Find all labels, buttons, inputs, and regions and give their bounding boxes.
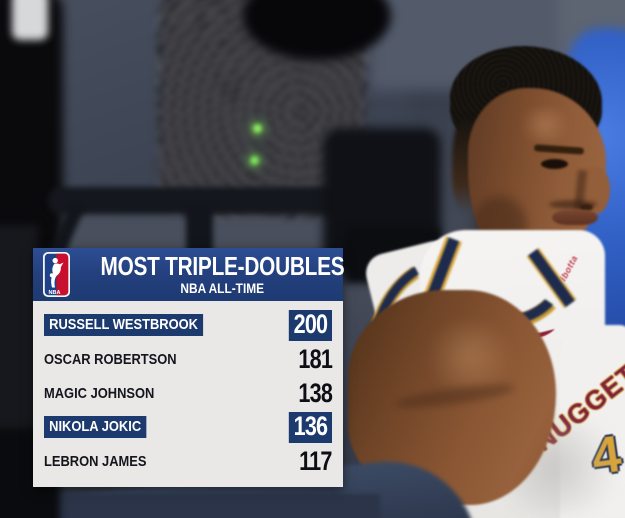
leaderboard: RUSSELL WESTBROOK 200 OSCAR ROBERTSON 18… [33, 301, 343, 487]
leaderboard-row: NIKOLA JOKIC 136 [44, 410, 332, 444]
player-eye [541, 159, 568, 169]
player-name: MAGIC JOHNSON [44, 384, 155, 402]
green-light-bokeh [253, 124, 262, 133]
player-value: 138 [298, 377, 332, 408]
player-value: 136 [288, 411, 332, 443]
nba-logo-text: NBA [49, 290, 61, 296]
panel-title: MOST TRIPLE-DOUBLES [100, 251, 345, 281]
player-lips [552, 210, 598, 225]
nba-logo-icon: NBA [43, 252, 70, 297]
player-name: OSCAR ROBERTSON [44, 350, 177, 368]
arm-highlight [420, 322, 520, 392]
stats-panel-header: NBA MOST TRIPLE-DOUBLES NBA ALL-TIME [33, 248, 345, 301]
forehead-highlight [515, 108, 575, 142]
player-value: 200 [288, 309, 332, 341]
stats-panel: NBA MOST TRIPLE-DOUBLES NBA ALL-TIME RUS… [33, 248, 345, 487]
green-light-bokeh [250, 156, 259, 165]
player-mustache [549, 200, 597, 209]
panel-subtitle: NBA ALL-TIME [180, 280, 265, 296]
white-shirt-patch [12, 0, 48, 40]
leaderboard-row: RUSSELL WESTBROOK 200 [44, 308, 332, 342]
player-value: 181 [298, 343, 332, 374]
player-name: NIKOLA JOKIC [44, 416, 147, 438]
foreground-shoulder-base [0, 494, 380, 518]
player-name: RUSSELL WESTBROOK [44, 314, 204, 336]
leaderboard-row: MAGIC JOHNSON 138 [44, 376, 333, 410]
leaderboard-row: LEBRON JAMES 117 [44, 444, 333, 478]
player-name: LEBRON JAMES [44, 452, 147, 470]
player-value: 117 [299, 445, 333, 476]
leaderboard-row: OSCAR ROBERTSON 181 [44, 342, 333, 376]
header-titles: MOST TRIPLE-DOUBLES NBA ALL-TIME [70, 252, 375, 297]
